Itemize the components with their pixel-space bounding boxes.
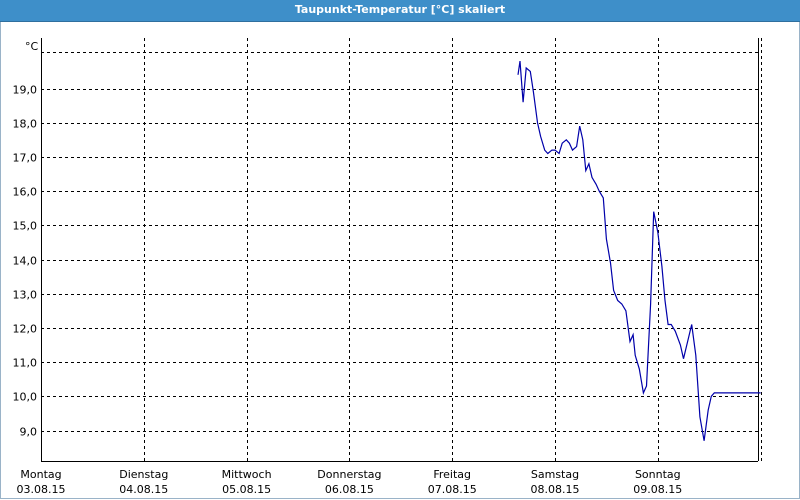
y-tick-label: 16,0 [13, 186, 38, 199]
x-tick-date-label: 08.08.15 [531, 483, 580, 496]
y-tick-label: 11,0 [13, 357, 38, 370]
x-tick-date-label: 04.08.15 [119, 483, 168, 496]
x-tick-day-label: Dienstag [119, 468, 168, 481]
x-tick-day-label: Montag [20, 468, 61, 481]
y-tick-label: 10,0 [13, 391, 38, 404]
y-tick-label: 19,0 [13, 84, 38, 97]
x-tick-day-label: Freitag [433, 468, 471, 481]
x-tick-date-label: 05.08.15 [222, 483, 271, 496]
dewpoint-chart: 9,0 10,0 11,0 12,0 13,0 14,0 15,0 16,0 17,0 18,0 1… [13, 38, 762, 496]
y-tick-label: 9,0 [20, 426, 38, 439]
chart-panel: 9,0 10,0 11,0 12,0 13,0 14,0 15,0 16,0 17,0 18,0 1… [0, 22, 800, 499]
y-tick-label: 14,0 [13, 255, 38, 268]
y-tick-label: 18,0 [13, 118, 38, 131]
y-tick-label: 12,0 [13, 323, 38, 336]
x-tick-day-label: Mittwoch [222, 468, 272, 481]
x-tick-day-label: Sonntag [635, 468, 681, 481]
y-tick-label: 15,0 [13, 220, 38, 233]
x-tick-date-label: 07.08.15 [428, 483, 477, 496]
y-unit-label: °C [25, 40, 39, 53]
y-tick-label: 17,0 [13, 152, 38, 165]
x-tick-date-label: 09.08.15 [633, 483, 682, 496]
window-titlebar: Taupunkt-Temperatur [°C] skaliert [0, 0, 800, 22]
x-tick-date-label: 06.08.15 [325, 483, 374, 496]
y-tick-label: 13,0 [13, 289, 38, 302]
chart-title: Taupunkt-Temperatur [°C] skaliert [294, 3, 506, 16]
x-tick-day-label: Samstag [531, 468, 579, 481]
x-tick-date-label: 03.08.15 [17, 483, 66, 496]
series-line [517, 61, 761, 441]
x-tick-day-label: Donnerstag [317, 468, 381, 481]
